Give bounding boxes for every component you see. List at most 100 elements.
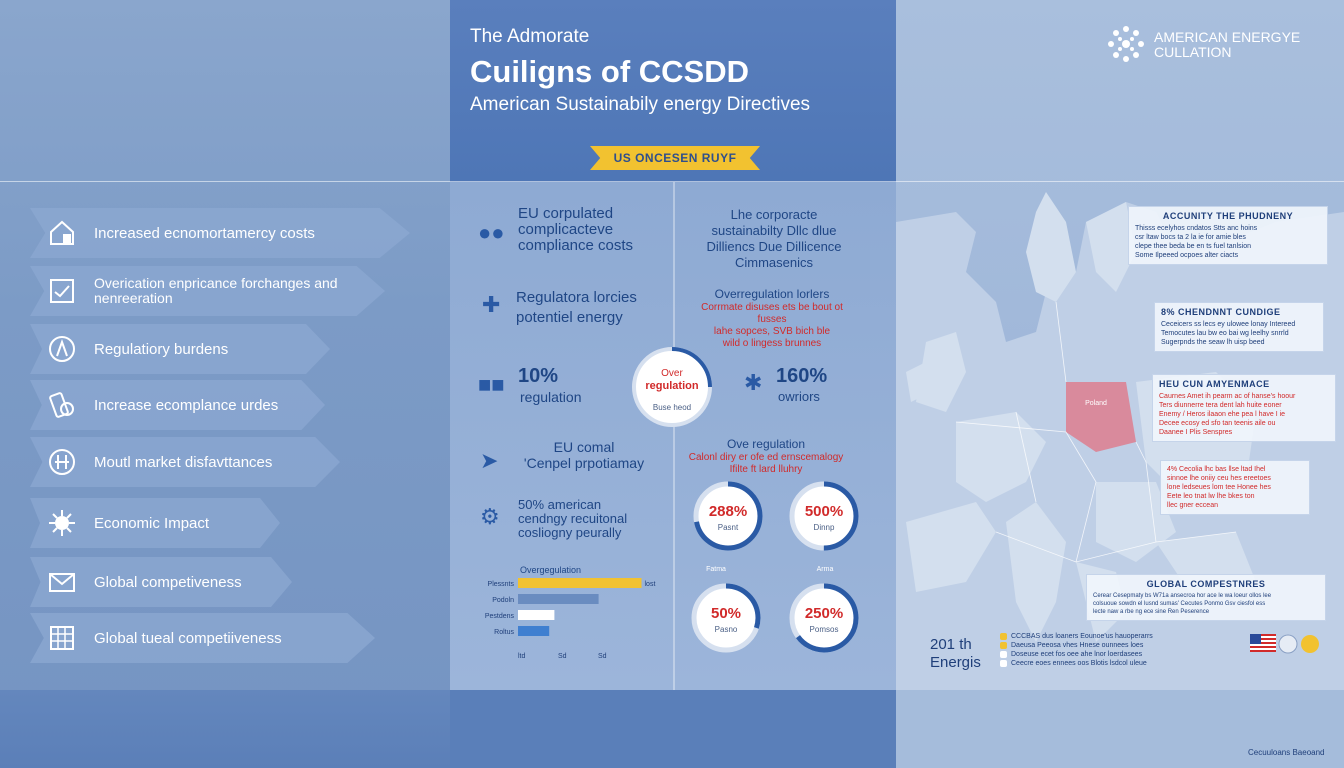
- ring-fill: [789, 583, 859, 653]
- people-icon: ●●: [478, 220, 505, 245]
- bar: [518, 578, 642, 588]
- list-item: Global competiveness: [30, 557, 292, 607]
- note-title: 8% CHENDNNT CUNDIGE: [1161, 307, 1281, 317]
- stat-right-label: owriors: [778, 389, 820, 404]
- center-ring-sub: Buse heod: [652, 403, 692, 412]
- legend-swatch: [1000, 659, 1007, 667]
- bar: [518, 626, 550, 636]
- logo-line-1: AMERICAN ENERGYE: [1154, 29, 1301, 45]
- legend-swatch: [1000, 632, 1007, 640]
- note-body: Caurnes Amet ih pearm ac of hanse's hoou…: [1159, 393, 1296, 436]
- list-item: Global tueal competiiveness: [30, 613, 375, 663]
- note-body: Ceceicers ss lecs ey ulowee lonay Intere…: [1161, 321, 1296, 346]
- bar-category-label: Plessnts: [488, 581, 515, 588]
- list-item-label: Moutl market disfavttances: [94, 453, 273, 471]
- list-item: Overication enpricance forchanges and ne…: [30, 266, 385, 316]
- footer-text: Cecuuloans Baeoand: [1248, 748, 1325, 757]
- flag-group: [1250, 634, 1320, 654]
- envelope-icon: [42, 562, 82, 602]
- ring-sub: Pasnt: [718, 523, 739, 532]
- grid-icon: [42, 618, 82, 658]
- page-subtitle: American Sustainabily energy Directives: [470, 94, 811, 115]
- legend-item: Daeusa Peeosa vhes Hnese ounnees loes: [1000, 641, 1153, 650]
- puzzle-icon: ✚: [482, 292, 501, 317]
- logo-text: AMERICAN ENERGYE CULLATION: [1154, 30, 1300, 60]
- pre-title: The Admorate: [470, 26, 590, 47]
- note-box: ACCUNITY THE PHUDNENY Thisss ecelyhos cn…: [1128, 206, 1328, 265]
- bar-value-label: lost: [645, 581, 656, 588]
- note-body: Cerear Cesepmaty bs W71a ansecroa hor ac…: [1093, 593, 1272, 615]
- stat-ring: 500% Dinnp: [789, 481, 859, 551]
- list-item-label: Increase ecomplance urdes: [94, 396, 279, 414]
- note-box: 4% Cecolia lhc bas llse ltad Ihel sinnoe…: [1160, 460, 1310, 515]
- bar: [518, 610, 555, 620]
- ring-fill: [691, 583, 761, 653]
- directive-text: Lhe corporacte sustainabilty Dllc dlue D…: [706, 207, 842, 270]
- ring-value: 50%: [711, 605, 741, 622]
- legend-item: Ceecre eoes ennees oos Blotis lsdcol ule…: [1000, 659, 1153, 668]
- middle-divider: [673, 182, 675, 690]
- over-regulation-2-title: Ove regulation: [726, 437, 806, 451]
- group-icon: ■■: [478, 372, 505, 397]
- note-box: HEU CUN AMYENMACE Caurnes Amet ih pearm …: [1152, 374, 1336, 442]
- legend-swatch: [1000, 641, 1007, 649]
- ring-sub: Pomsos: [810, 625, 839, 634]
- ring-caption: Arma: [816, 566, 834, 573]
- gear-icon: ⚙: [480, 504, 500, 529]
- center-ring: [632, 347, 712, 427]
- clipboard-icon: [42, 271, 82, 311]
- bar-category-label: Pestdens: [485, 613, 515, 620]
- star-icon: ✱: [744, 370, 763, 395]
- legend-swatch: [1000, 650, 1007, 658]
- year-line-2: Energis: [930, 654, 981, 671]
- year-label: 201 th Energis: [930, 636, 981, 672]
- year-line-1: 201 th: [930, 636, 972, 653]
- stat-left-value: 10%: [518, 365, 559, 387]
- american-text: 50% american cendngy recuitonal cosliogn…: [518, 497, 628, 540]
- list-item-label: Increased ecnomortamercy costs: [94, 224, 315, 242]
- list-item: Increase ecomplance urdes: [30, 380, 325, 430]
- plane-icon: ➤: [480, 448, 499, 473]
- list-item-label: Overication enpricance forchanges and ne…: [94, 275, 338, 306]
- bar-axis-tick: ltd: [518, 653, 526, 660]
- list-item: Regulatiory burdens: [30, 324, 330, 374]
- ring-value: 250%: [805, 605, 843, 622]
- eu-comal-text: EU comal 'Cenpel prpotiamay: [523, 439, 645, 471]
- us-flag-icon: [1250, 634, 1276, 652]
- note-title: GLOBAL COMPESTNRES: [1146, 579, 1266, 589]
- scale-icon: [42, 442, 82, 482]
- list-item: Increased ecnomortamercy costs: [30, 208, 410, 258]
- bar-chart-title: Overgegulation: [520, 565, 582, 575]
- note-body: 4% Cecolia lhc bas llse ltad Ihel sinnoe…: [1167, 466, 1271, 509]
- building-icon: [42, 213, 82, 253]
- top-band-divider: [0, 0, 1344, 182]
- stat-right-value: 160%: [776, 365, 828, 387]
- legend-label: Ceecre eoes ennees oos Blotis lsdcol ule…: [1011, 660, 1147, 667]
- bar-axis-tick: Sd: [598, 653, 607, 660]
- note-box: 8% CHENDNNT CUNDIGE Ceceicers ss lecs ey…: [1154, 302, 1324, 352]
- ring-sub: Pasno: [715, 625, 738, 634]
- stat-ring: 250% Pomsos: [789, 583, 859, 653]
- list-item-label: Global tueal competiiveness: [94, 629, 282, 647]
- regulatory-text: Regulatora lorcies potentiel energy: [516, 289, 637, 326]
- over-regulation-2-body: Calonl diry er ofe ed ernscemalogy Ifilt…: [688, 452, 844, 475]
- bottom-band-middle: [450, 690, 896, 768]
- page-title: Cuiligns of CCSDD: [470, 54, 749, 89]
- ring-caption: Fatma: [706, 566, 726, 573]
- legend-label: Daeusa Peeosa vhes Hnese ounnees loes: [1011, 642, 1144, 649]
- stat-ring: 50% Pasno: [691, 583, 761, 653]
- over-regulation-title: Overregulation lorlers: [714, 287, 830, 301]
- legend-item: CCCBAS dus loaners Eounoe'us hauoperarrs: [1000, 632, 1153, 641]
- stat-ring: 288% Pasnt: [693, 481, 763, 551]
- ribbon-banner: US ONCESEN RUYF: [590, 146, 760, 170]
- bar-category-label: Podoln: [492, 597, 514, 604]
- over-regulation-body: Corrmate disuses ets be bout ot fusses l…: [701, 302, 843, 349]
- ring-value: 500%: [805, 503, 843, 520]
- ring-sub: Dinnp: [814, 523, 835, 532]
- gold-circle-icon: [1301, 635, 1319, 653]
- legend-label: Doseuse ecet fos oee ahe lnor loerdasees: [1011, 651, 1143, 658]
- note-body: Thisss ecelyhos cndatos Stts anc hoins c…: [1135, 225, 1258, 259]
- list-item-label: Regulatiory burdens: [94, 340, 229, 358]
- bottom-band-right: [896, 690, 1344, 768]
- bar-axis-tick: Sd: [558, 653, 567, 660]
